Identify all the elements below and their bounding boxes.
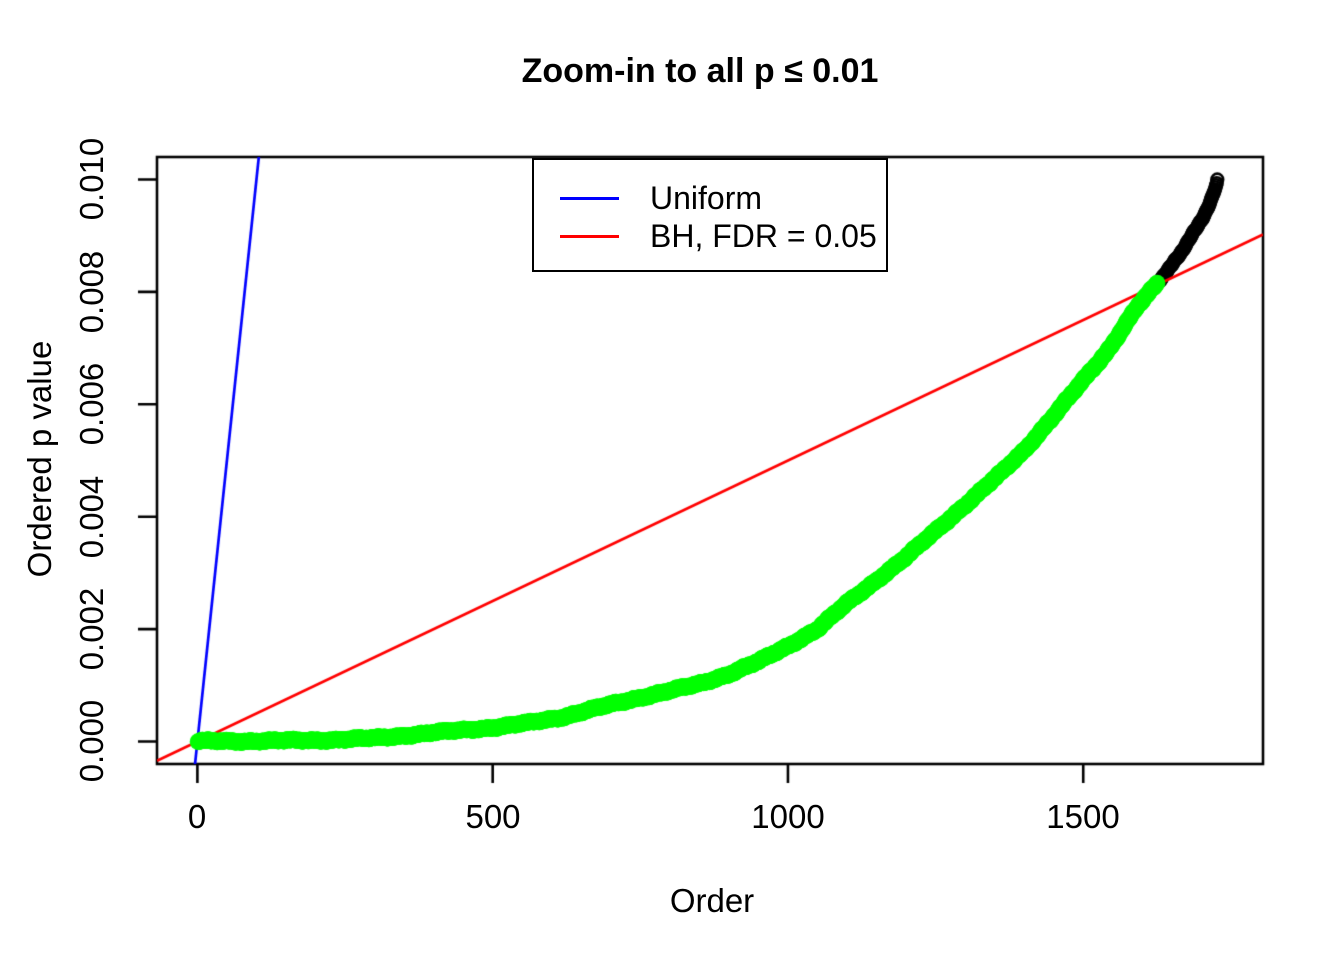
y-tick-label: 0.000 — [73, 699, 110, 783]
chart-title: Zoom-in to all p ≤ 0.01 — [521, 52, 879, 90]
legend-item: Uniform — [534, 178, 886, 218]
y-tick-label: 0.010 — [73, 137, 110, 221]
legend-label: Uniform — [650, 180, 763, 216]
legend-line-bh — [560, 234, 619, 238]
x-tick-label: 0 — [187, 798, 207, 835]
y-tick-label: 0.008 — [73, 250, 110, 334]
y-tick-label: 0.006 — [73, 362, 110, 446]
legend-item: BH, FDR = 0.05 — [534, 216, 886, 256]
x-tick-label: 500 — [465, 798, 521, 835]
x-tick-label: 1500 — [1046, 798, 1120, 835]
legend-line-uniform — [560, 196, 619, 200]
y-tick-label: 0.002 — [73, 587, 110, 671]
legend-box: Uniform BH, FDR = 0.05 — [532, 158, 888, 272]
y-axis-title: Ordered p value — [21, 340, 58, 578]
x-tick-label: 1000 — [751, 798, 825, 835]
legend-label: BH, FDR = 0.05 — [650, 218, 877, 254]
x-axis-title: Order — [669, 882, 755, 919]
y-tick-label: 0.004 — [73, 475, 110, 559]
